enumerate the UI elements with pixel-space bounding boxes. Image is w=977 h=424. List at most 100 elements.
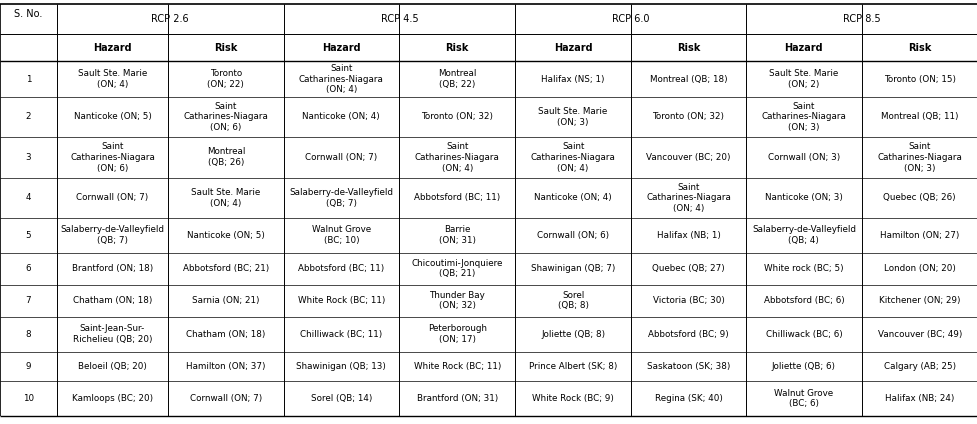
Text: Kamloops (BC; 20): Kamloops (BC; 20) — [72, 394, 152, 403]
Text: Risk: Risk — [908, 42, 930, 53]
Text: Saint
Catharines-Niagara
(ON; 4): Saint Catharines-Niagara (ON; 4) — [414, 142, 499, 173]
Text: Shawinigan (QB; 13): Shawinigan (QB; 13) — [296, 362, 386, 371]
Text: Halifax (NB; 24): Halifax (NB; 24) — [884, 394, 954, 403]
Text: Kitchener (ON; 29): Kitchener (ON; 29) — [878, 296, 959, 305]
Text: Nanticoke (ON; 5): Nanticoke (ON; 5) — [187, 231, 265, 240]
Text: Thunder Bay
(ON; 32): Thunder Bay (ON; 32) — [429, 291, 485, 310]
Text: Halifax (NS; 1): Halifax (NS; 1) — [541, 75, 604, 84]
Text: Abbotsford (BC; 9): Abbotsford (BC; 9) — [648, 329, 728, 338]
Text: Abbotsford (BC; 11): Abbotsford (BC; 11) — [298, 264, 384, 273]
Text: White Rock (BC; 9): White Rock (BC; 9) — [531, 394, 614, 403]
Text: Saint
Catharines-Niagara
(ON; 4): Saint Catharines-Niagara (ON; 4) — [299, 64, 383, 95]
Text: Beloeil (QB; 20): Beloeil (QB; 20) — [78, 362, 147, 371]
Text: Abbotsford (BC; 6): Abbotsford (BC; 6) — [763, 296, 843, 305]
Text: RCP 6.0: RCP 6.0 — [612, 14, 649, 24]
Text: 6: 6 — [25, 264, 31, 273]
Text: Vancouver (BC; 49): Vancouver (BC; 49) — [876, 329, 961, 338]
Text: 3: 3 — [25, 153, 31, 162]
Text: Montreal
(QB; 26): Montreal (QB; 26) — [206, 148, 245, 167]
Text: Sault Ste. Marie
(ON; 4): Sault Ste. Marie (ON; 4) — [78, 69, 147, 89]
Text: Montreal
(QB; 22): Montreal (QB; 22) — [438, 69, 476, 89]
Text: Nanticoke (ON; 5): Nanticoke (ON; 5) — [73, 112, 151, 121]
Text: Toronto (ON; 32): Toronto (ON; 32) — [421, 112, 492, 121]
Text: Risk: Risk — [214, 42, 237, 53]
Text: Saint
Catharines-Niagara
(ON; 6): Saint Catharines-Niagara (ON; 6) — [184, 102, 268, 132]
Text: 4: 4 — [25, 193, 31, 202]
Text: Hazard: Hazard — [784, 42, 823, 53]
Text: Sault Ste. Marie
(ON; 3): Sault Ste. Marie (ON; 3) — [538, 107, 607, 127]
Text: Toronto
(ON; 22): Toronto (ON; 22) — [207, 69, 244, 89]
Text: RCP 8.5: RCP 8.5 — [842, 14, 880, 24]
Text: White Rock (BC; 11): White Rock (BC; 11) — [297, 296, 385, 305]
Text: Saskatoon (SK; 38): Saskatoon (SK; 38) — [646, 362, 730, 371]
Text: Montreal (QB; 11): Montreal (QB; 11) — [880, 112, 957, 121]
Text: S. No.: S. No. — [14, 9, 43, 19]
Text: Chicoutimi-Jonquiere
(QB; 21): Chicoutimi-Jonquiere (QB; 21) — [411, 259, 502, 279]
Text: Brantford (ON; 18): Brantford (ON; 18) — [71, 264, 153, 273]
Text: Sorel
(QB; 8): Sorel (QB; 8) — [557, 291, 588, 310]
Text: Hazard: Hazard — [321, 42, 361, 53]
Text: Sorel (QB; 14): Sorel (QB; 14) — [311, 394, 371, 403]
Text: Saint
Catharines-Niagara
(ON; 3): Saint Catharines-Niagara (ON; 3) — [876, 142, 961, 173]
Text: Halifax (NB; 1): Halifax (NB; 1) — [656, 231, 720, 240]
Text: Toronto (ON; 15): Toronto (ON; 15) — [883, 75, 955, 84]
Text: Brantford (ON; 31): Brantford (ON; 31) — [416, 394, 497, 403]
Text: Saint-Jean-Sur-
Richelieu (QB; 20): Saint-Jean-Sur- Richelieu (QB; 20) — [72, 324, 152, 344]
Text: RCP 2.6: RCP 2.6 — [151, 14, 189, 24]
Text: Risk: Risk — [446, 42, 468, 53]
Text: Chatham (ON; 18): Chatham (ON; 18) — [72, 296, 152, 305]
Text: Cornwall (ON; 3): Cornwall (ON; 3) — [767, 153, 839, 162]
Text: Abbotsford (BC; 21): Abbotsford (BC; 21) — [183, 264, 269, 273]
Text: Salaberry-de-Valleyfield
(QB; 4): Salaberry-de-Valleyfield (QB; 4) — [751, 225, 855, 245]
Text: Cornwall (ON; 7): Cornwall (ON; 7) — [190, 394, 262, 403]
Text: Cornwall (ON; 7): Cornwall (ON; 7) — [305, 153, 377, 162]
Text: Victoria (BC; 30): Victoria (BC; 30) — [652, 296, 724, 305]
Text: Shawinigan (QB; 7): Shawinigan (QB; 7) — [531, 264, 615, 273]
Text: Sarnia (ON; 21): Sarnia (ON; 21) — [191, 296, 260, 305]
Text: Peterborough
(ON; 17): Peterborough (ON; 17) — [427, 324, 487, 344]
Text: London (ON; 20): London (ON; 20) — [883, 264, 955, 273]
Text: Montreal (QB; 18): Montreal (QB; 18) — [649, 75, 727, 84]
Text: Abbotsford (BC; 11): Abbotsford (BC; 11) — [413, 193, 500, 202]
Text: Cornwall (ON; 6): Cornwall (ON; 6) — [536, 231, 609, 240]
Text: 2: 2 — [25, 112, 31, 121]
Text: RCP 4.5: RCP 4.5 — [380, 14, 418, 24]
Text: 9: 9 — [25, 362, 31, 371]
Text: Vancouver (BC; 20): Vancouver (BC; 20) — [646, 153, 730, 162]
Text: White Rock (BC; 11): White Rock (BC; 11) — [413, 362, 500, 371]
Text: Joliette (QB; 6): Joliette (QB; 6) — [771, 362, 835, 371]
Text: 8: 8 — [25, 329, 31, 338]
Text: 10: 10 — [22, 394, 34, 403]
Text: Chatham (ON; 18): Chatham (ON; 18) — [186, 329, 266, 338]
Text: Toronto (ON; 32): Toronto (ON; 32) — [652, 112, 724, 121]
Text: Salaberry-de-Valleyfield
(QB; 7): Salaberry-de-Valleyfield (QB; 7) — [61, 225, 164, 245]
Text: 5: 5 — [25, 231, 31, 240]
Text: Nanticoke (ON; 4): Nanticoke (ON; 4) — [302, 112, 380, 121]
Text: Chilliwack (BC; 6): Chilliwack (BC; 6) — [765, 329, 841, 338]
Text: Prince Albert (SK; 8): Prince Albert (SK; 8) — [529, 362, 616, 371]
Text: Saint
Catharines-Niagara
(ON; 3): Saint Catharines-Niagara (ON; 3) — [761, 102, 845, 132]
Text: 7: 7 — [25, 296, 31, 305]
Text: Quebec (QB; 27): Quebec (QB; 27) — [652, 264, 724, 273]
Text: Joliette (QB; 8): Joliette (QB; 8) — [540, 329, 605, 338]
Text: Chilliwack (BC; 11): Chilliwack (BC; 11) — [300, 329, 382, 338]
Text: White rock (BC; 5): White rock (BC; 5) — [763, 264, 843, 273]
Text: Sault Ste. Marie
(ON; 4): Sault Ste. Marie (ON; 4) — [191, 188, 260, 208]
Text: Calgary (AB; 25): Calgary (AB; 25) — [883, 362, 955, 371]
Text: Hamilton (ON; 27): Hamilton (ON; 27) — [879, 231, 958, 240]
Text: Cornwall (ON; 7): Cornwall (ON; 7) — [76, 193, 149, 202]
Text: Salaberry-de-Valleyfield
(QB; 7): Salaberry-de-Valleyfield (QB; 7) — [289, 188, 393, 208]
Text: Walnut Grove
(BC; 10): Walnut Grove (BC; 10) — [312, 225, 370, 245]
Text: Saint
Catharines-Niagara
(ON; 4): Saint Catharines-Niagara (ON; 4) — [646, 183, 730, 213]
Text: Sault Ste. Marie
(ON; 2): Sault Ste. Marie (ON; 2) — [769, 69, 837, 89]
Text: Barrie
(ON; 31): Barrie (ON; 31) — [439, 225, 475, 245]
Text: Risk: Risk — [676, 42, 700, 53]
Text: Hazard: Hazard — [93, 42, 132, 53]
Text: 1: 1 — [25, 75, 31, 84]
Text: Nanticoke (ON; 3): Nanticoke (ON; 3) — [764, 193, 842, 202]
Text: Saint
Catharines-Niagara
(ON; 6): Saint Catharines-Niagara (ON; 6) — [70, 142, 154, 173]
Text: Hamilton (ON; 37): Hamilton (ON; 37) — [186, 362, 266, 371]
Text: Quebec (QB; 26): Quebec (QB; 26) — [882, 193, 956, 202]
Text: Hazard: Hazard — [553, 42, 592, 53]
Text: Saint
Catharines-Niagara
(ON; 4): Saint Catharines-Niagara (ON; 4) — [531, 142, 615, 173]
